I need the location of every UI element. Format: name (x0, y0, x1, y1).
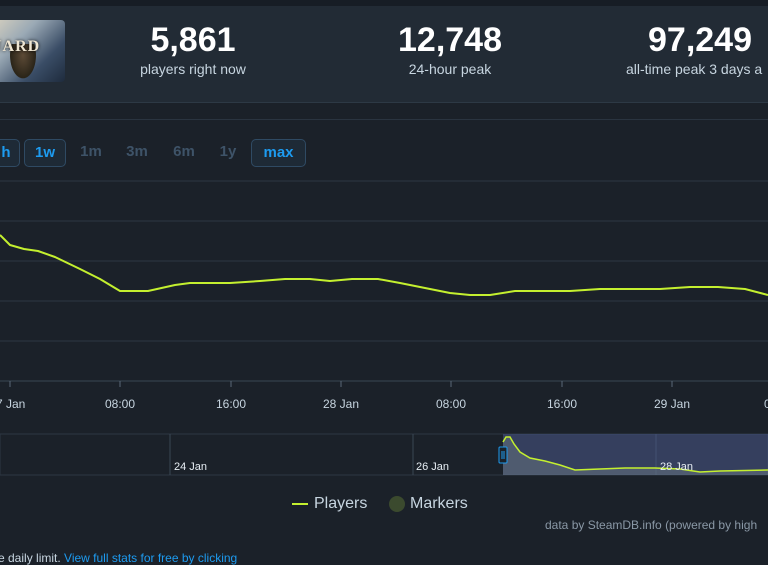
footer-notice: e daily limit. View full stats for free … (0, 551, 237, 565)
x-tick-label: 08:00 (105, 397, 135, 411)
zoom-button-1y[interactable]: 1y (219, 143, 237, 160)
x-tick-label: 16:00 (216, 397, 246, 411)
stat-24h-peak: 12,748 24-hour peak (365, 20, 535, 78)
x-tick-label: 16:00 (547, 397, 577, 411)
chart-panel (0, 119, 768, 550)
x-axis-ticks: 7 Jan 08:00 16:00 28 Jan 08:00 16:00 29 … (0, 381, 768, 411)
chart-credits[interactable]: data by SteamDB.info (powered by high (545, 518, 758, 532)
x-tick-label: 28 Jan (323, 397, 359, 411)
footer-stats-link[interactable]: View full stats for free by clicking (64, 551, 238, 565)
legend-item-players[interactable]: Players (292, 494, 367, 514)
markers-dot-swatch (389, 496, 405, 512)
game-art (8, 44, 38, 82)
legend-label-markers: Markers (410, 495, 468, 512)
x-tick-label: 0 (764, 397, 768, 411)
stat-current-players: 5,861 players right now (108, 20, 278, 78)
legend-item-markers[interactable]: Markers (389, 494, 468, 514)
navigator-series-line (502, 436, 768, 473)
players-series-line (0, 234, 768, 296)
zoom-button-max[interactable]: max (251, 139, 306, 167)
game-logo[interactable]: UARD (0, 20, 65, 82)
stats-header: UARD 5,861 players right now 12,748 24-h… (0, 6, 768, 103)
navigator-tick-label: 24 Jan (174, 461, 207, 473)
chart-gridlines (0, 180, 768, 382)
top-bar (0, 0, 768, 6)
navigator-tick-label: 28 Jan (660, 461, 693, 473)
navigator[interactable]: 24 Jan 26 Jan 28 Jan (0, 433, 768, 476)
players-line-swatch (292, 503, 308, 505)
zoom-button-6m[interactable]: 6m (173, 143, 195, 160)
peak-24h-value: 12,748 (398, 21, 502, 59)
alltime-peak-label: all-time peak 3 days a (626, 61, 763, 77)
zoom-button-3m[interactable]: 3m (126, 143, 148, 160)
current-players-label: players right now (140, 61, 246, 77)
navigator-tick-label: 26 Jan (416, 461, 449, 473)
peak-24h-label: 24-hour peak (408, 61, 492, 77)
footer-prefix: e daily limit. (0, 551, 65, 565)
zoom-button-1m[interactable]: 1m (80, 143, 102, 160)
zoom-button-1w[interactable]: 1w (24, 139, 66, 167)
x-tick-label: 7 Jan (0, 397, 25, 411)
current-players-value: 5,861 (150, 21, 236, 59)
stat-alltime-peak: 97,249 all-time peak 3 days a (620, 20, 768, 78)
x-tick-label: 08:00 (436, 397, 466, 411)
alltime-peak-value: 97,249 (648, 21, 752, 59)
x-tick-label: 29 Jan (654, 397, 690, 411)
navigator-handle-left[interactable] (498, 446, 508, 464)
legend-label-players: Players (314, 495, 368, 512)
zoom-button-h[interactable]: h (0, 139, 20, 167)
game-logo-text: UARD (0, 38, 41, 55)
